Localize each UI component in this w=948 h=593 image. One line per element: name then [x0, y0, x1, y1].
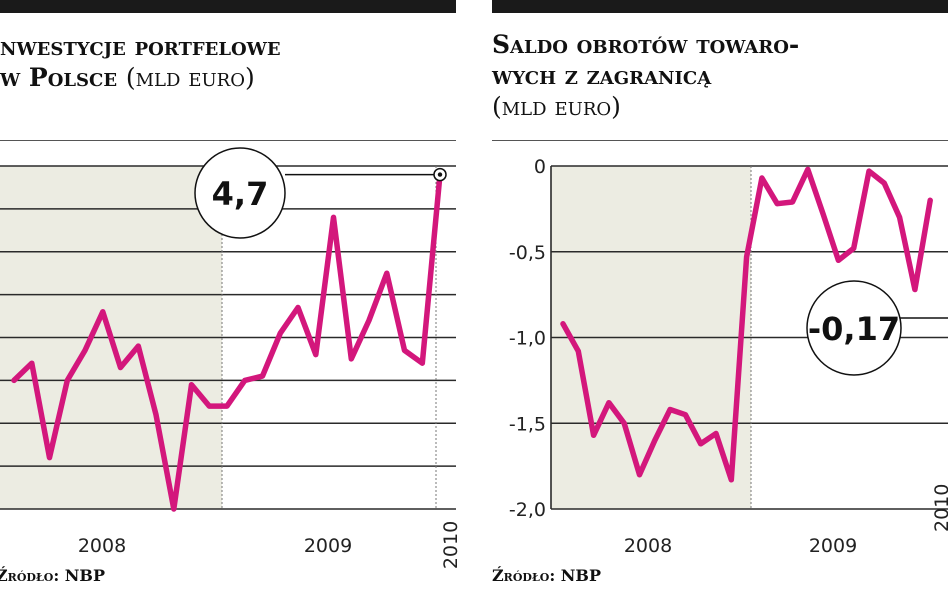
- chart2-title-line1: Saldo obrotów towaro-: [492, 30, 800, 59]
- chart1-callout-value: 4,7: [212, 175, 269, 213]
- chart2-series-line: [560, 166, 933, 483]
- chart1-x-label: 2008: [78, 535, 126, 557]
- chart1-x-label: 2009: [304, 535, 352, 557]
- chart2-x-label: 2009: [809, 535, 857, 557]
- chart1-series-line: [11, 171, 443, 512]
- chart1-x-label: 2010: [440, 521, 462, 569]
- chart1-title-bold: w Polsce: [0, 63, 118, 92]
- chart1-title-line2: w Polsce (mld euro): [0, 62, 456, 93]
- chart1-unit: (mld euro): [125, 63, 255, 92]
- chart1-title: nwestycje portfelowe w Polsce (mld euro): [0, 31, 456, 93]
- chart1-last-point-dot: [437, 172, 443, 177]
- chart2-source: Źródło: NBP: [492, 566, 601, 585]
- top-bar-right: [492, 0, 948, 13]
- chart2-y-tick-label: 0: [534, 156, 546, 178]
- chart2-title-line2: wych z zagranicą: [492, 61, 712, 90]
- chart2-y-tick-label: -0,5: [509, 242, 546, 264]
- chart1-title-line1: nwestycje portfelowe: [0, 32, 281, 61]
- chart2-rule: [492, 140, 948, 141]
- chart1-source: Źródło: NBP: [0, 566, 105, 585]
- chart2-y-tick-label: -2,0: [509, 499, 546, 521]
- chart2-unit: (mld euro): [492, 92, 621, 121]
- chart2-callout-circle: [806, 280, 902, 376]
- top-bar-left: [0, 0, 456, 13]
- chart2-x-label: 2008: [624, 535, 672, 557]
- chart2-y-tick-label: -1,0: [509, 328, 546, 350]
- chart2-callout-value: -0,17: [808, 310, 900, 348]
- chart1-rule: [0, 140, 456, 141]
- chart2-x-label: 2010: [931, 484, 948, 532]
- chart2-y-tick-label: -1,5: [509, 413, 546, 435]
- chart1-callout-circle: [194, 147, 286, 239]
- chart2-title: Saldo obrotów towaro- wych z zagranicą (…: [492, 29, 948, 122]
